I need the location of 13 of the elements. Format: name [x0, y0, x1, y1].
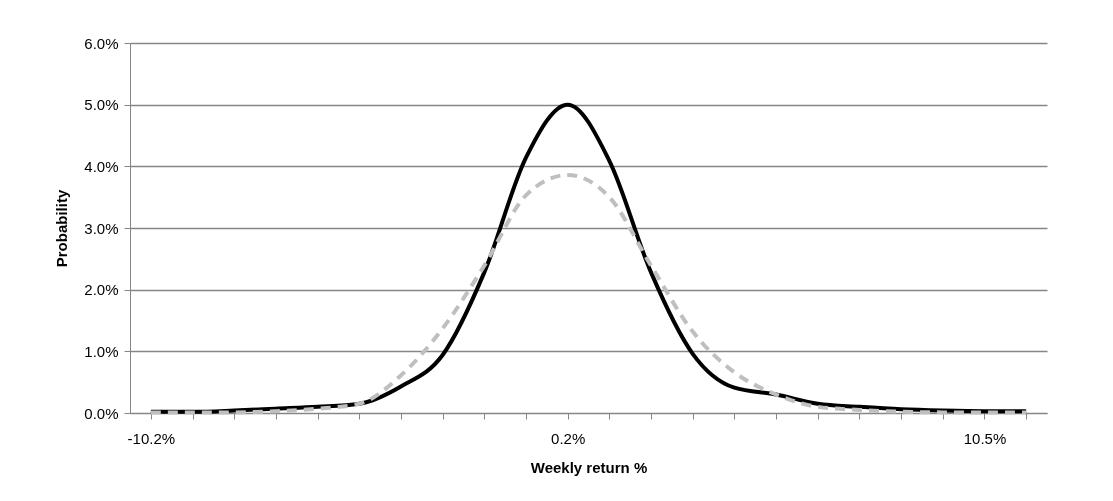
x-tick-label: 10.5%	[963, 429, 1007, 447]
y-tick-label: 1.0%	[84, 342, 119, 360]
x-axis-title: Weekly return %	[530, 458, 648, 476]
y-tick-label: 5.0%	[84, 96, 119, 114]
y-tick-label: 3.0%	[84, 219, 119, 237]
y-tick-label: 0.0%	[84, 404, 119, 422]
y-tick-label: 2.0%	[84, 281, 119, 299]
line-series	[148, 172, 1029, 415]
y-axis-title: Probability	[53, 189, 71, 268]
y-tick-label: 6.0%	[84, 34, 119, 52]
x-tick-label: 0.2%	[551, 429, 586, 447]
y-tick-label: 4.0%	[84, 157, 119, 175]
x-tick-label: -10.2%	[127, 429, 176, 447]
